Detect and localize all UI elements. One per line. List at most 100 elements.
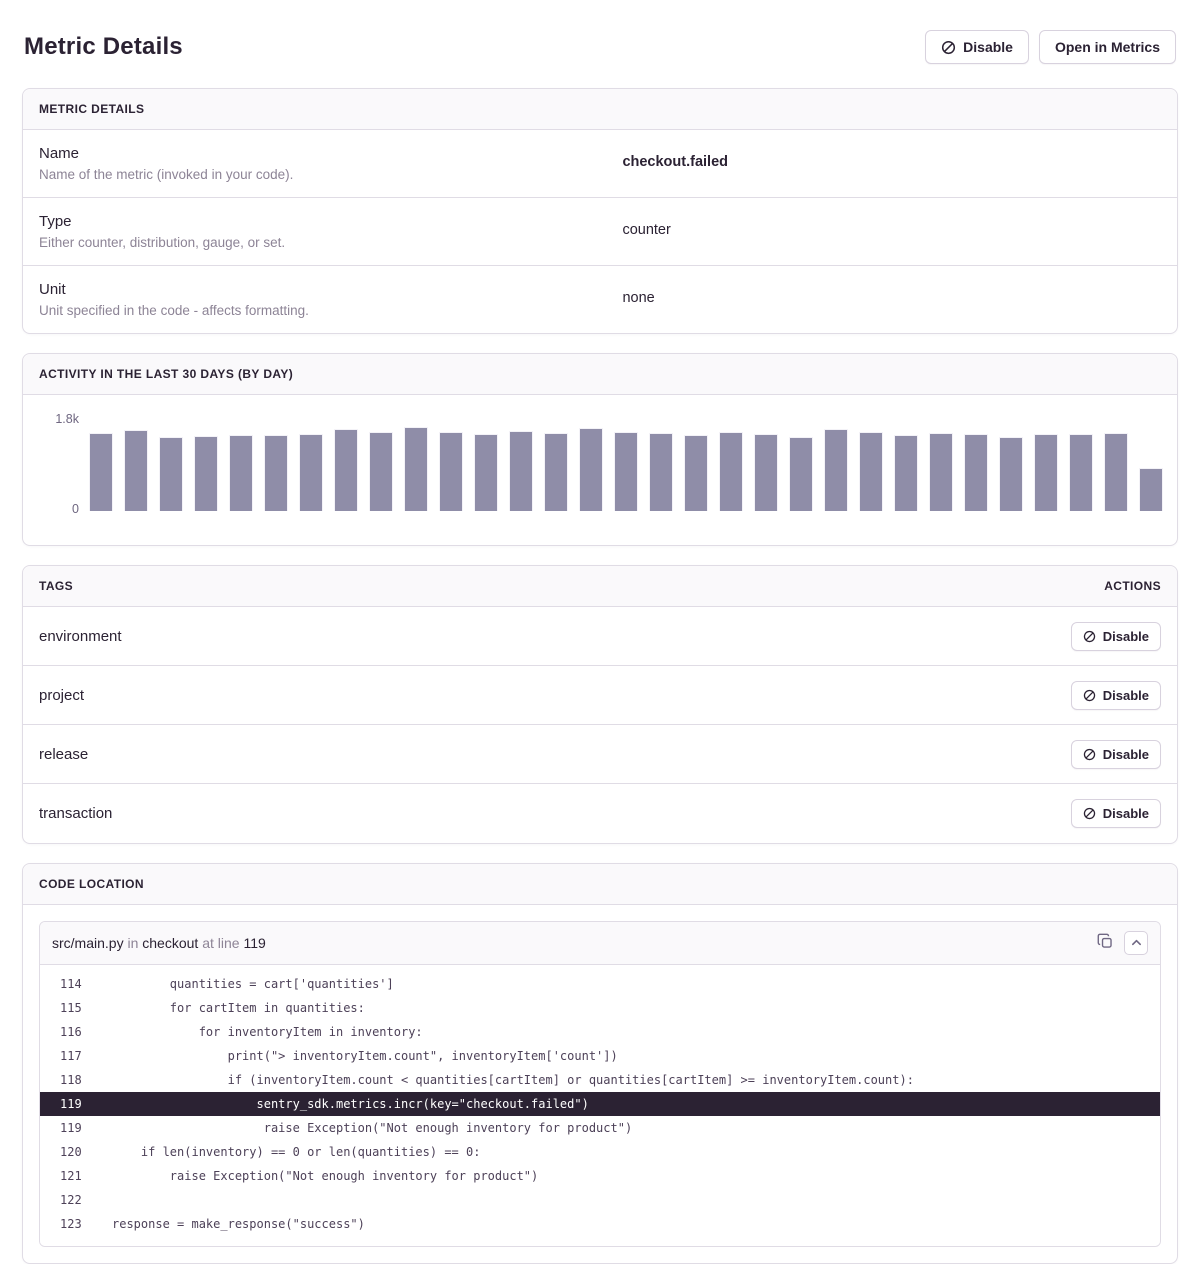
tag-name: transaction bbox=[39, 805, 113, 822]
metric-detail-row: Name Name of the metric (invoked in your … bbox=[23, 130, 1177, 198]
code-line-text: quantities = cart['quantities'] bbox=[112, 977, 394, 991]
tag-row: environment Disable bbox=[23, 607, 1177, 666]
code-line-number-gutter: 120 bbox=[60, 1145, 82, 1159]
code-line: 121 raise Exception("Not enough inventor… bbox=[40, 1164, 1160, 1188]
metric-detail-row: Unit Unit specified in the code - affects… bbox=[23, 266, 1177, 333]
code-line-text: raise Exception("Not enough inventory fo… bbox=[112, 1121, 633, 1135]
tag-row: release Disable bbox=[23, 725, 1177, 784]
code-line-number-gutter: 121 bbox=[60, 1169, 82, 1183]
circle-slash-icon bbox=[941, 40, 956, 55]
chart-bar bbox=[299, 433, 323, 511]
chart-bar bbox=[404, 427, 428, 511]
chart-y-axis: 1.8k 0 bbox=[37, 412, 89, 516]
disable-tag-label: Disable bbox=[1102, 687, 1149, 703]
disable-tag-button[interactable]: Disable bbox=[1070, 621, 1161, 651]
page-header: Metric Details Disable Open in Metrics bbox=[22, 22, 1178, 88]
chart-bar bbox=[579, 427, 603, 511]
activity-bar-chart: 1.8k 0 bbox=[23, 395, 1177, 545]
chart-bar bbox=[894, 435, 918, 511]
metric-detail-row: Type Either counter, distribution, gauge,… bbox=[23, 198, 1177, 266]
copy-code-button[interactable] bbox=[1095, 931, 1116, 955]
collapse-code-button[interactable] bbox=[1124, 931, 1148, 955]
y-axis-max-label: 1.8k bbox=[55, 412, 79, 426]
circle-slash-icon bbox=[1083, 748, 1096, 761]
chart-bar bbox=[334, 428, 358, 511]
chart-bar bbox=[509, 431, 533, 511]
chart-bar bbox=[929, 432, 953, 511]
tag-name: release bbox=[39, 745, 89, 763]
circle-slash-icon bbox=[1083, 689, 1096, 702]
code-line: 120 if len(inventory) == 0 or len(quanti… bbox=[40, 1140, 1160, 1164]
code-line-number-gutter: 116 bbox=[60, 1025, 82, 1039]
code-line: 117 print("> inventoryItem.count", inven… bbox=[40, 1044, 1160, 1068]
code-line: 119 raise Exception("Not enough inventor… bbox=[40, 1116, 1160, 1140]
code-line: 122 bbox=[40, 1188, 1160, 1212]
code-line-text: raise Exception("Not enough inventory fo… bbox=[112, 1169, 539, 1183]
disable-tag-label: Disable bbox=[1102, 746, 1149, 762]
disable-tag-button[interactable]: Disable bbox=[1070, 680, 1161, 710]
tag-name: environment bbox=[39, 627, 122, 645]
chart-bar bbox=[1104, 432, 1128, 511]
metric-detail-description: Either counter, distribution, gauge, or … bbox=[39, 235, 286, 250]
code-at-line-word: at line bbox=[202, 935, 240, 951]
code-line-text: for cartItem in quantities: bbox=[112, 1001, 365, 1015]
metric-detail-description: Unit specified in the code - affects for… bbox=[39, 303, 309, 318]
code-line-number-gutter: 122 bbox=[60, 1193, 82, 1207]
circle-slash-icon bbox=[1083, 807, 1096, 820]
chart-bar bbox=[369, 431, 393, 511]
copy-icon bbox=[1097, 933, 1114, 953]
tags-actions-column-label: ACTIONS bbox=[1104, 579, 1161, 593]
code-file-name: src/main.py bbox=[52, 935, 124, 951]
code-line-number-gutter: 118 bbox=[60, 1073, 82, 1087]
code-location-breadcrumb: src/main.py in checkout at line 119 bbox=[52, 935, 266, 951]
code-line-number-gutter: 119 bbox=[60, 1097, 82, 1111]
chart-bar bbox=[159, 436, 183, 511]
code-in-word: in bbox=[127, 935, 139, 951]
tags-rows: environment Disable project Disable release D… bbox=[23, 607, 1177, 843]
header-actions: Disable Open in Metrics bbox=[925, 30, 1176, 64]
metric-details-panel-header: METRIC DETAILS bbox=[23, 89, 1177, 130]
disable-tag-button[interactable]: Disable bbox=[1070, 799, 1161, 828]
code-line: 116 for inventoryItem in inventory: bbox=[40, 1020, 1160, 1044]
metric-detail-value: counter bbox=[622, 222, 671, 238]
disable-metric-label: Disable bbox=[963, 39, 1013, 55]
chart-bar bbox=[649, 432, 673, 511]
chart-bar bbox=[194, 435, 218, 511]
activity-panel: ACTIVITY IN THE LAST 30 DAYS (BY DAY) 1.… bbox=[22, 353, 1178, 546]
metric-detail-value: none bbox=[622, 290, 655, 306]
code-location-panel: CODE LOCATION src/main.py in checkout at… bbox=[22, 863, 1178, 1264]
chart-bar bbox=[439, 431, 463, 511]
code-line-number-gutter: 123 bbox=[60, 1217, 82, 1231]
chart-bar bbox=[544, 432, 568, 511]
code-line-number-gutter: 114 bbox=[60, 977, 82, 991]
metric-details-panel-title: METRIC DETAILS bbox=[39, 102, 145, 116]
code-function-name: checkout bbox=[142, 935, 199, 951]
chart-bar bbox=[229, 435, 253, 511]
metric-detail-label: Unit bbox=[39, 281, 66, 298]
metric-detail-value: checkout.failed bbox=[622, 154, 728, 170]
tags-panel-title: TAGS bbox=[39, 579, 74, 593]
code-location-panel-title: CODE LOCATION bbox=[39, 877, 144, 891]
metric-detail-description: Name of the metric (invoked in your code… bbox=[39, 167, 294, 182]
chart-bar bbox=[474, 433, 498, 511]
code-line-number-gutter: 117 bbox=[60, 1049, 82, 1063]
tag-row: project Disable bbox=[23, 666, 1177, 725]
chart-bars bbox=[89, 419, 1163, 511]
code-line-highlighted: 119 sentry_sdk.metrics.incr(key="checkou… bbox=[40, 1092, 1160, 1116]
code-line-text: for inventoryItem in inventory: bbox=[112, 1025, 423, 1039]
y-axis-min-label: 0 bbox=[72, 502, 79, 516]
metric-detail-label: Type bbox=[39, 213, 72, 230]
code-line-number-gutter: 115 bbox=[60, 1001, 82, 1015]
code-line: 115 for cartItem in quantities: bbox=[40, 996, 1160, 1020]
disable-tag-label: Disable bbox=[1102, 628, 1149, 644]
chart-bar bbox=[684, 434, 708, 511]
tags-panel: TAGS ACTIONS environment Disable project Di… bbox=[22, 565, 1178, 844]
code-line-text: print("> inventoryItem.count", inventory… bbox=[112, 1049, 618, 1063]
code-line-text: if (inventoryItem.count < quantities[car… bbox=[112, 1073, 914, 1087]
circle-slash-icon bbox=[1083, 630, 1096, 643]
disable-metric-button[interactable]: Disable bbox=[925, 30, 1029, 64]
metric-details-rows: Name Name of the metric (invoked in your … bbox=[23, 130, 1177, 333]
chart-bar bbox=[1034, 433, 1058, 511]
open-in-metrics-button[interactable]: Open in Metrics bbox=[1038, 30, 1176, 64]
disable-tag-button[interactable]: Disable bbox=[1070, 739, 1161, 769]
